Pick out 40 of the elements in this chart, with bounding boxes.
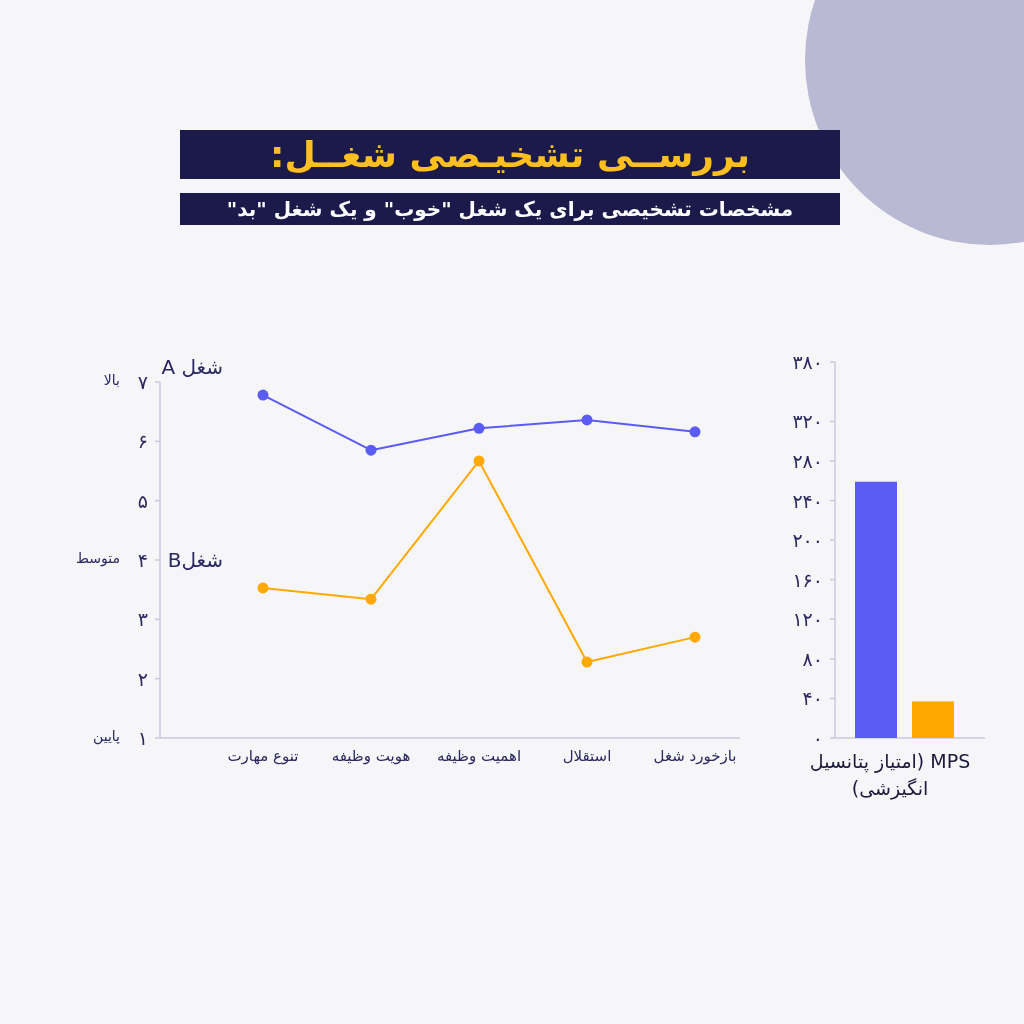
point bbox=[473, 455, 485, 467]
series-label: شغل A bbox=[161, 355, 223, 380]
x-tick-label: هویت وظیفه bbox=[330, 746, 412, 767]
y-tick-label: ۳۲۰ bbox=[792, 410, 823, 433]
text: پایین bbox=[92, 728, 120, 744]
y-tick-label: ۶ bbox=[137, 430, 148, 453]
y-tick-label: ۵ bbox=[137, 489, 148, 512]
x-tick-label: استقلال bbox=[561, 746, 613, 767]
point bbox=[689, 631, 701, 643]
y-tick-label: ۴۰ bbox=[802, 687, 823, 710]
y-tick-label: ۸۰ bbox=[802, 647, 823, 670]
y-tick-label: ۱ bbox=[137, 727, 148, 749]
text: متوسط bbox=[75, 550, 120, 566]
point bbox=[257, 389, 269, 401]
x-tick-label: بازخورد شغل bbox=[652, 746, 738, 767]
series-label: شغلB bbox=[167, 547, 223, 572]
y-tick-label: ۲۸۰ bbox=[792, 449, 823, 472]
y-tick-label: ۲۰۰ bbox=[792, 529, 823, 552]
x-tick-label: تنوع مهارت bbox=[226, 746, 300, 767]
y-tick-label: ۳۸۰ bbox=[792, 351, 823, 373]
x-tick-label: اهمیت وظیفه bbox=[435, 746, 523, 767]
y-tick-label: ۴ bbox=[137, 549, 148, 571]
y-tick-label: ۲ bbox=[137, 667, 148, 690]
y-tick-label: ۲۴۰ bbox=[792, 489, 823, 512]
y-tick-label: ۳ bbox=[137, 608, 148, 631]
y-tick-label: ۰ bbox=[812, 727, 823, 749]
point bbox=[581, 414, 593, 426]
y-tick-label: ۱۶۰ bbox=[792, 568, 823, 591]
point bbox=[473, 422, 485, 434]
point bbox=[365, 593, 377, 605]
y-tick-label: ۷ bbox=[137, 371, 148, 393]
point bbox=[581, 656, 593, 668]
point bbox=[257, 582, 269, 594]
x-axis-title: MPS (امتیاز پتانسیل انگیزشی) bbox=[808, 749, 972, 802]
point bbox=[365, 444, 377, 456]
y-tick-label: ۱۲۰ bbox=[792, 608, 823, 631]
point bbox=[689, 426, 701, 438]
text: بالا bbox=[102, 372, 120, 388]
chart-title: بررســی تشخیـصی شغــل: bbox=[180, 130, 840, 179]
chart-subtitle: مشخصات تشخیصی برای یک شغل "خوب" و یک شغل "بد" bbox=[180, 193, 840, 225]
